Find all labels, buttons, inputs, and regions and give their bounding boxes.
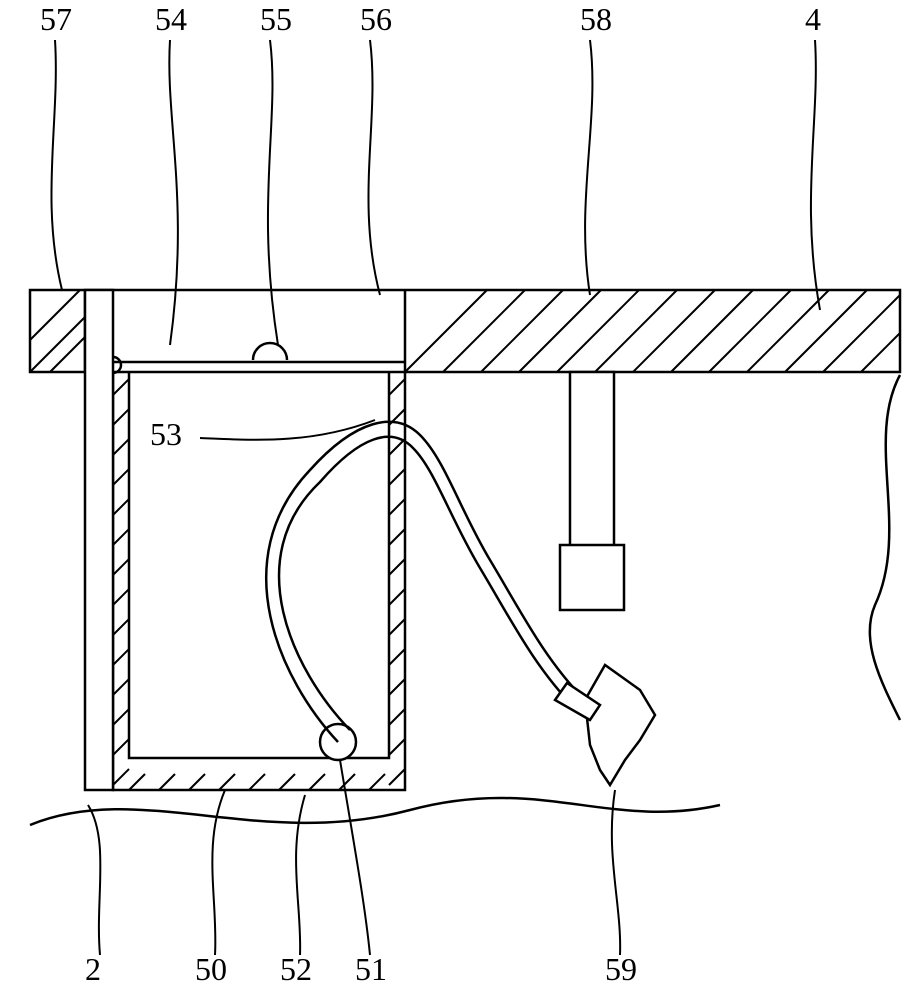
lid-handle: [253, 343, 287, 360]
hatch-tank-right: [389, 499, 405, 515]
label-52: 52: [280, 951, 312, 987]
hatch-tank-bottom: [369, 774, 385, 790]
leader-4: [811, 40, 820, 310]
hatch-tank-bottom: [219, 774, 235, 790]
left-support-bar: [85, 290, 113, 790]
hatch-tank-bottom: [249, 774, 265, 790]
hatch-main: [557, 290, 639, 372]
leader-54: [169, 40, 178, 345]
leader-50: [212, 790, 225, 955]
hatch-tank-right: [389, 589, 405, 605]
hatch-tank-right: [389, 619, 405, 635]
hatch-tank-left: [113, 499, 129, 515]
leader-lines: [51, 40, 820, 955]
leader-55: [268, 40, 278, 345]
structure-group: [30, 290, 900, 825]
leader-2: [88, 805, 100, 955]
hatch-tank-bottom: [129, 774, 145, 790]
hatch-main: [861, 333, 900, 372]
label-57: 57: [40, 1, 72, 37]
label-53: 53: [150, 416, 182, 452]
hatch-tank-left: [113, 379, 129, 395]
hose-outer: [279, 437, 575, 730]
hatch-tank-left: [113, 469, 129, 485]
hatch-main: [595, 290, 677, 372]
hatch-main: [671, 290, 753, 372]
technical-diagram: 57 54 55 56 58 4 53 2 50 52 51 59: [0, 0, 908, 1000]
hatch-tank-right: [389, 649, 405, 665]
hatch-tank-left: [113, 649, 129, 665]
hatch-tank-left: [113, 739, 129, 755]
hatch-tank-right: [389, 739, 405, 755]
leader-59: [612, 790, 620, 955]
label-2: 2: [85, 951, 101, 987]
hatch-tank-bottom: [159, 774, 175, 790]
hatch-tank-left: [113, 679, 129, 695]
hatch-tank-bottom: [189, 774, 205, 790]
hatch-main: [823, 295, 900, 372]
hose: [266, 422, 585, 742]
label-55: 55: [260, 1, 292, 37]
hatch-tank-right: [389, 529, 405, 545]
hatch-tank-right: [389, 709, 405, 725]
label-54: 54: [155, 1, 187, 37]
hatch-tank-left: [113, 619, 129, 635]
label-59: 59: [605, 951, 637, 987]
leader-57: [51, 40, 62, 290]
hatch-tank-right: [389, 469, 405, 485]
leader-52: [296, 795, 305, 955]
hatch-main: [785, 290, 867, 372]
hatch-main: [519, 290, 601, 372]
hatch-tank-left: [113, 439, 129, 455]
hatch-tank-bottom: [339, 774, 355, 790]
hatch-tank-left: [113, 559, 129, 575]
leader-56: [368, 40, 380, 295]
hatch-tank-right: [389, 679, 405, 695]
hatch-main: [633, 290, 715, 372]
right-break-line: [870, 375, 900, 720]
hatch-tank-right: [389, 379, 405, 395]
hatch-tank-right: [389, 769, 405, 785]
label-56: 56: [360, 1, 392, 37]
labels: 57 54 55 56 58 4 53 2 50 52 51 59: [40, 1, 821, 987]
hatch-tank-left: [113, 409, 129, 425]
hatch-tank-left: [113, 529, 129, 545]
hatch-main: [405, 290, 487, 372]
bottom-break-line: [30, 798, 720, 825]
hatch-main: [747, 290, 829, 372]
hatch-main: [709, 290, 791, 372]
hatch-tank-left: [113, 769, 129, 785]
hatch-tank-bottom: [309, 774, 325, 790]
hatch-main: [443, 290, 525, 372]
hatch-tank-right: [389, 559, 405, 575]
hatch-tank-left: [113, 709, 129, 725]
leader-58: [585, 40, 592, 295]
hatch-left-cap: [30, 290, 80, 340]
label-50: 50: [195, 951, 227, 987]
hatch-main: [481, 290, 563, 372]
rinse-stem: [570, 372, 614, 567]
top-bar-outline: [30, 290, 900, 372]
label-58: 58: [580, 1, 612, 37]
label-4: 4: [805, 1, 821, 37]
rinse-head: [560, 545, 624, 610]
label-51: 51: [355, 951, 387, 987]
spray-gun-body: [585, 665, 655, 785]
hatch-tank-right: [389, 439, 405, 455]
hatch-tank-left: [113, 589, 129, 605]
hatch-left-cap: [50, 337, 85, 372]
hatch-tank-bottom: [279, 774, 295, 790]
